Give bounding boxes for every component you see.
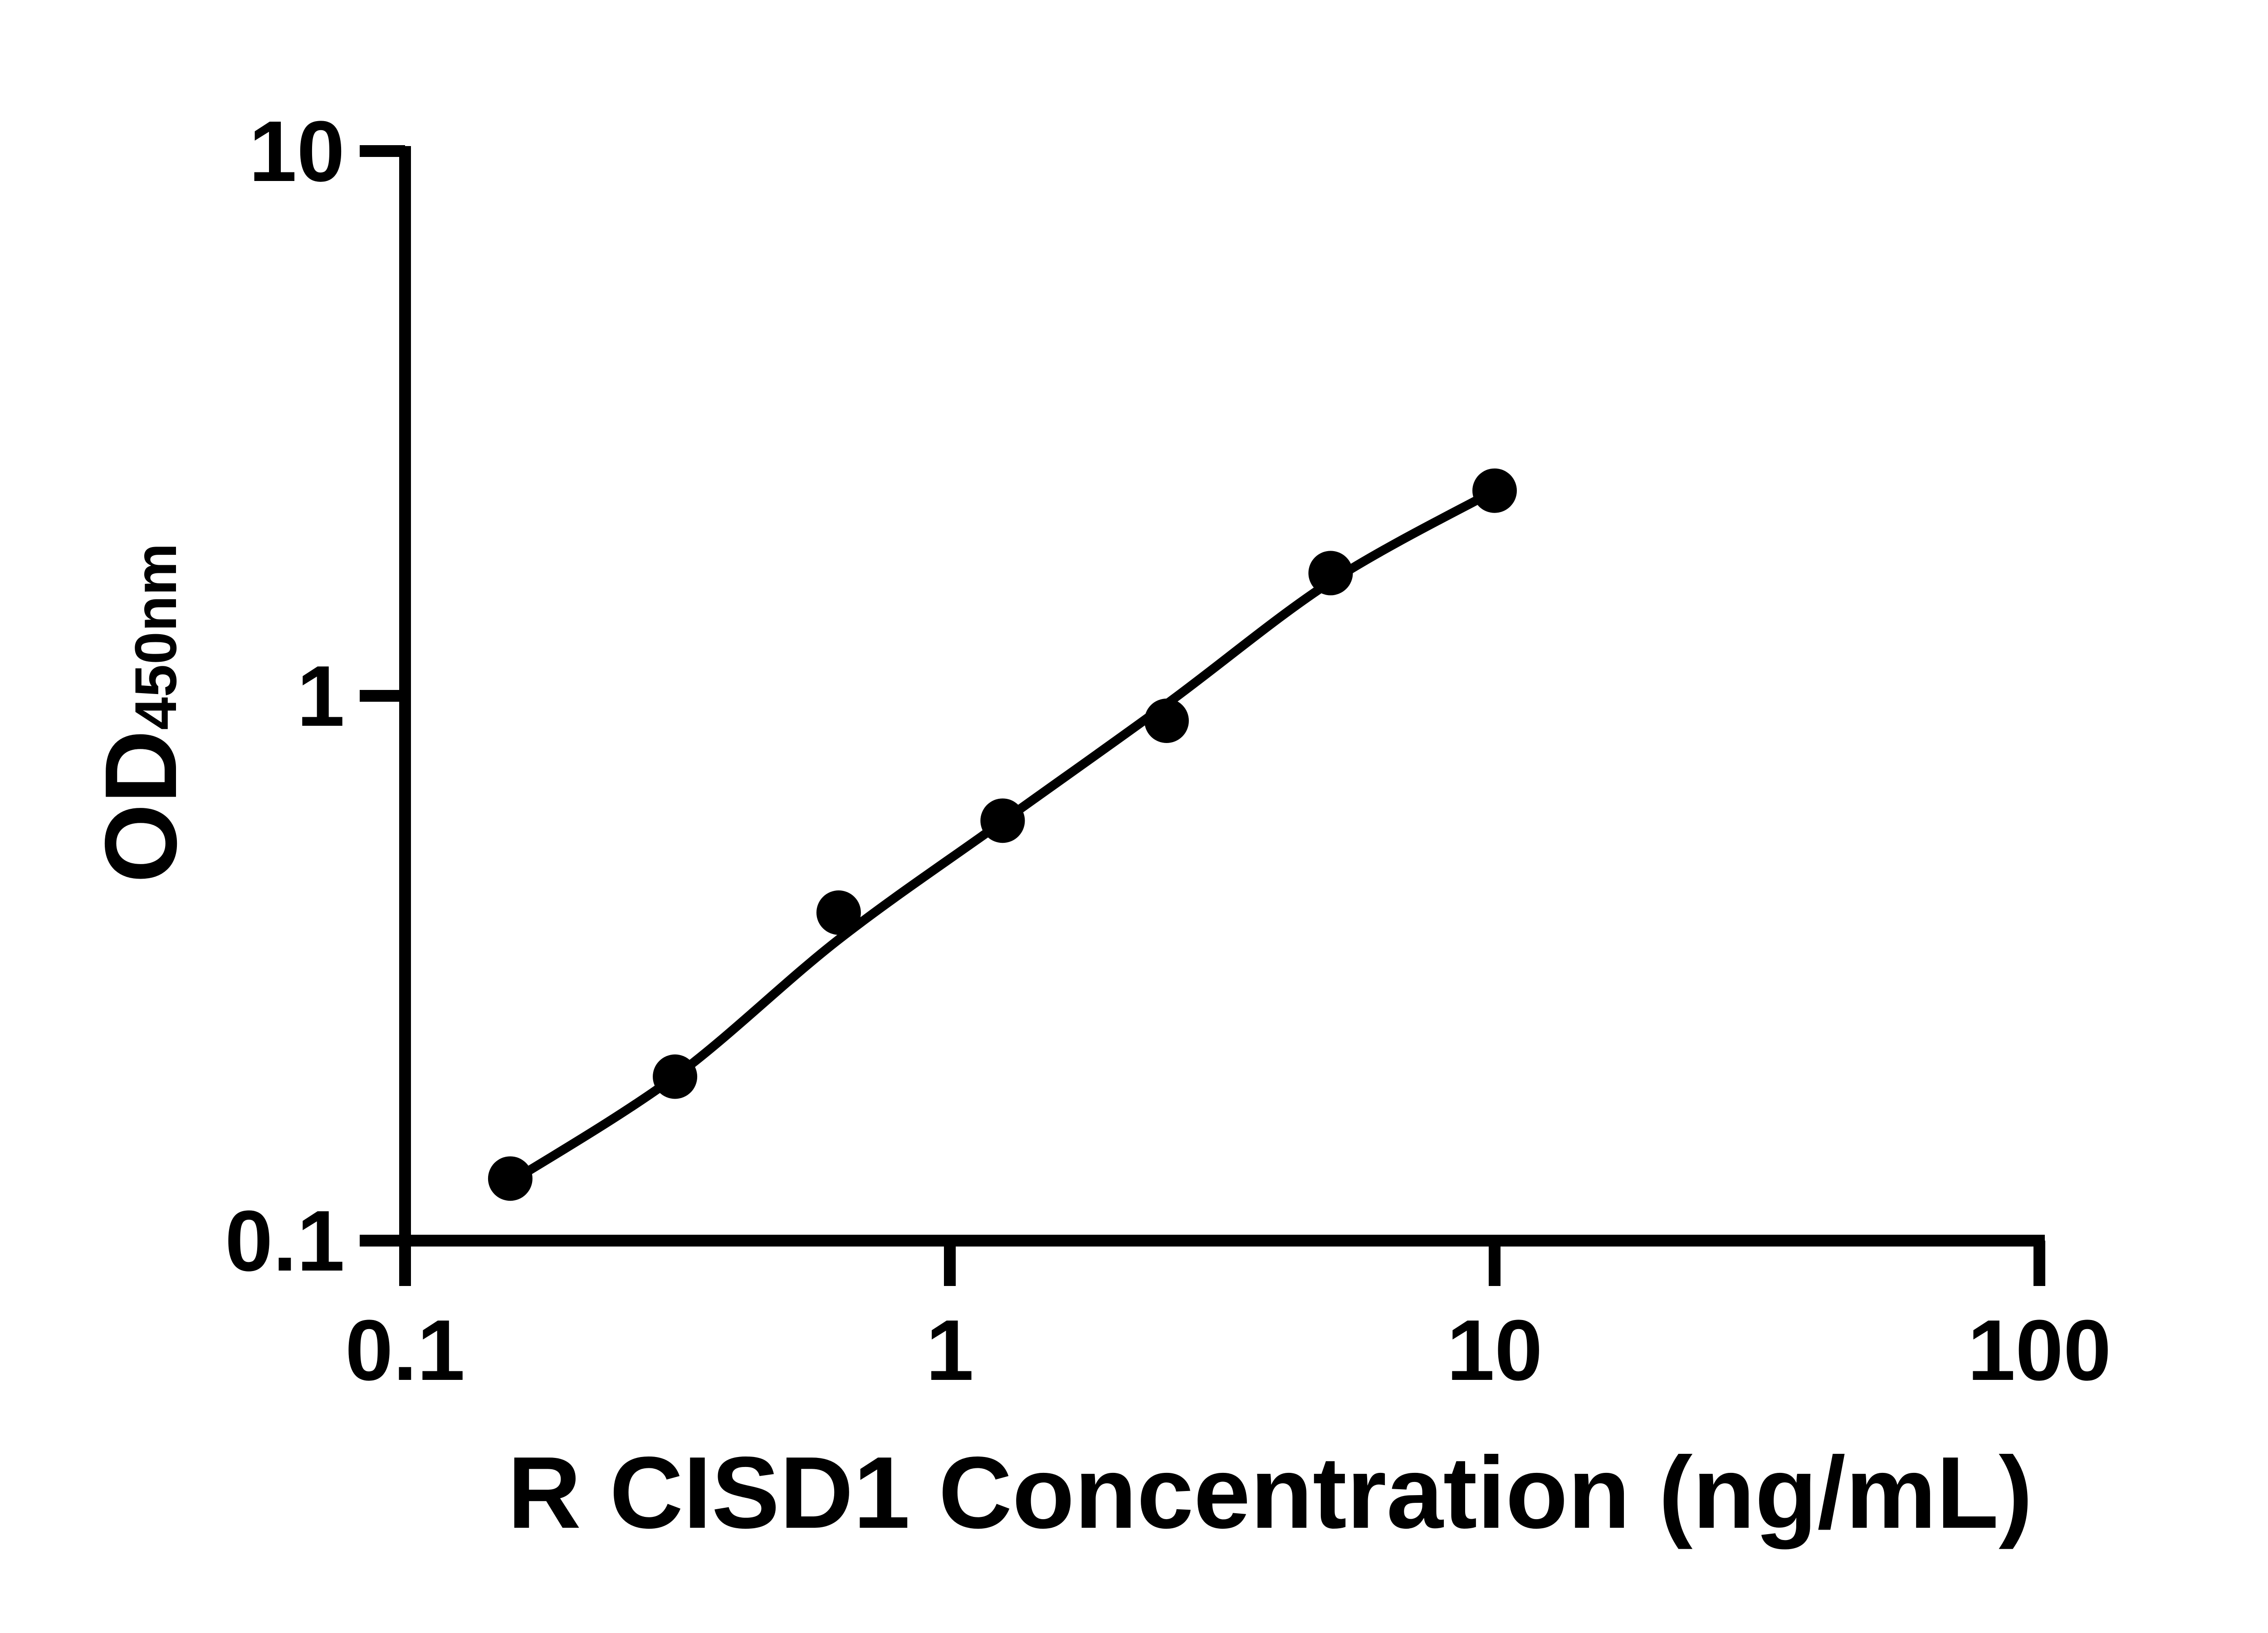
y-axis-title-main: OD: [83, 730, 198, 883]
axis-ticks: [360, 145, 2045, 1286]
data-point: [1308, 551, 1353, 596]
data-point: [1472, 468, 1517, 513]
y-axis-title-subscript: 450nm: [122, 543, 189, 730]
x-tick-label: 100: [1967, 1302, 2111, 1398]
data-points: [488, 468, 1517, 1201]
x-tick-label: 0.1: [345, 1302, 465, 1398]
y-tick-label: 10: [249, 103, 345, 200]
y-tick-label: 1: [297, 648, 345, 744]
axis-tick-labels: 0.1 1 10 0.1 1 10 100: [225, 103, 2112, 1398]
axis-lines: [399, 146, 2045, 1247]
data-point: [816, 890, 861, 935]
data-point: [1144, 699, 1189, 743]
x-tick-label: 1: [926, 1302, 974, 1398]
data-point: [653, 1054, 698, 1099]
x-axis-title: R CISD1 Concentration (ng/mL): [508, 1435, 2033, 1550]
x-tick-label: 10: [1447, 1302, 1542, 1398]
axes: [399, 146, 2045, 1247]
y-axis-title: OD450nm: [83, 543, 198, 883]
data-point: [488, 1156, 533, 1201]
data-point: [980, 798, 1025, 843]
y-tick-label: 0.1: [225, 1193, 345, 1289]
